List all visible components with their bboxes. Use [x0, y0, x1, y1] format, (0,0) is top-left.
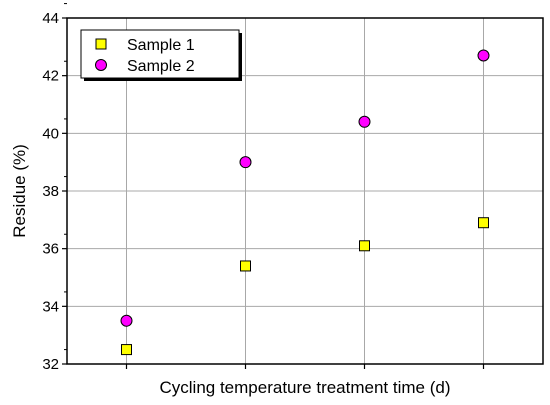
series-1-point-1: [121, 344, 132, 356]
tick-labels: 32 34 36 38 40 42 44: [42, 10, 59, 373]
legend-box: [80, 29, 240, 79]
y-tick-label-44: 44: [42, 10, 59, 27]
series-2-point-4: [477, 49, 490, 62]
series-2-point-2: [239, 156, 252, 169]
legend-marker-1: [95, 38, 107, 50]
y-tick-label-40: 40: [42, 125, 59, 142]
legend: Sample 1 Sample 2: [80, 29, 242, 81]
legend-label-1: Sample 1: [127, 37, 195, 54]
series-1-point-4: [478, 217, 489, 229]
data-marks: [120, 49, 490, 356]
y-tick-label-36: 36: [42, 241, 59, 258]
series-1-point-3: [359, 240, 370, 252]
series-1: [121, 217, 489, 356]
y-tick-label-32: 32: [42, 356, 59, 373]
legend-label-2: Sample 2: [127, 58, 195, 75]
series-2-point-3: [358, 115, 371, 128]
series-1-point-2: [240, 260, 251, 272]
y-tick-label-38: 38: [42, 183, 59, 200]
y-axis-title: Residue (%): [10, 144, 29, 238]
series-2-point-1: [120, 314, 133, 327]
legend-marker-2: [95, 59, 107, 71]
y-tick-label-34: 34: [42, 298, 59, 315]
y-tick-label-42: 42: [42, 68, 59, 85]
series-2: [120, 49, 490, 327]
x-axis-title: Cycling temperature treatment time (d): [160, 378, 451, 397]
axes: [62, 3, 544, 369]
